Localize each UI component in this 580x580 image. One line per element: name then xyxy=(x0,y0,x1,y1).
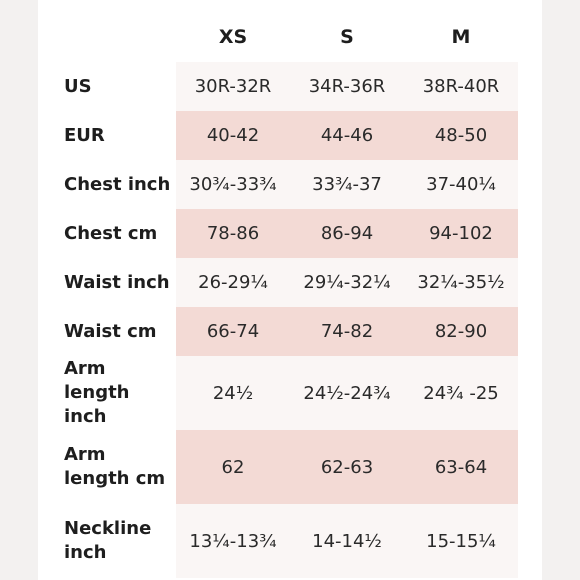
table-cell: 29¼-32¼ xyxy=(290,258,404,307)
table-cell: 30R-32R xyxy=(176,62,290,111)
table-cell: 82-90 xyxy=(404,307,518,356)
table-row-waist-cm: Waist cm 66-74 74-82 82-90 xyxy=(58,307,518,356)
size-header-s: S xyxy=(340,26,354,48)
table-cell: 74-82 xyxy=(290,307,404,356)
table-row-chest-inch: Chest inch 30¾-33¾ 33¾-37 37-40¼ xyxy=(58,160,518,209)
size-header-row: XS S M xyxy=(58,12,518,62)
table-cell: 40-42 xyxy=(176,111,290,160)
size-chart-table: XS S M US 30R-32R 34R-36R 38R-40R EUR 40… xyxy=(58,12,518,578)
table-row-arm-length-inch: Arm length inch 24½ 24½-24¾ 24¾ -25 xyxy=(58,356,518,430)
table-cell: 34R-36R xyxy=(290,62,404,111)
table-cell: 48-50 xyxy=(404,111,518,160)
table-row-eur: EUR 40-42 44-46 48-50 xyxy=(58,111,518,160)
size-chart-sheet: XS S M US 30R-32R 34R-36R 38R-40R EUR 40… xyxy=(38,0,542,580)
table-cell: 33¾-37 xyxy=(290,160,404,209)
row-label: Neckline inch xyxy=(58,504,176,578)
table-cell: 37-40¼ xyxy=(404,160,518,209)
table-cell: 24½-24¾ xyxy=(290,356,404,430)
table-row-us: US 30R-32R 34R-36R 38R-40R xyxy=(58,62,518,111)
row-label: Waist cm xyxy=(58,307,176,356)
table-cell: 78-86 xyxy=(176,209,290,258)
table-cell: 14-14½ xyxy=(290,504,404,578)
table-cell: 15-15¼ xyxy=(404,504,518,578)
table-cell: 86-94 xyxy=(290,209,404,258)
table-row-chest-cm: Chest cm 78-86 86-94 94-102 xyxy=(58,209,518,258)
table-cell: 62-63 xyxy=(290,430,404,504)
row-label: US xyxy=(58,62,176,111)
row-label: Chest cm xyxy=(58,209,176,258)
row-label: Arm length cm xyxy=(58,430,176,504)
row-label: Arm length inch xyxy=(58,356,176,430)
table-cell: 32¼-35½ xyxy=(404,258,518,307)
table-cell: 63-64 xyxy=(404,430,518,504)
table-cell: 24½ xyxy=(176,356,290,430)
row-label: Chest inch xyxy=(58,160,176,209)
size-header-xs: XS xyxy=(218,26,248,48)
table-cell: 13¼-13¾ xyxy=(176,504,290,578)
table-row-neckline-inch: Neckline inch 13¼-13¾ 14-14½ 15-15¼ xyxy=(58,504,518,578)
table-row-waist-inch: Waist inch 26-29¼ 29¼-32¼ 32¼-35½ xyxy=(58,258,518,307)
table-cell: 94-102 xyxy=(404,209,518,258)
size-header-m: M xyxy=(451,26,471,48)
table-cell: 26-29¼ xyxy=(176,258,290,307)
table-cell: 38R-40R xyxy=(404,62,518,111)
table-cell: 30¾-33¾ xyxy=(176,160,290,209)
row-label: Waist inch xyxy=(58,258,176,307)
header-corner xyxy=(58,12,176,62)
table-cell: 24¾ -25 xyxy=(404,356,518,430)
table-row-arm-length-cm: Arm length cm 62 62-63 63-64 xyxy=(58,430,518,504)
table-cell: 66-74 xyxy=(176,307,290,356)
table-cell: 62 xyxy=(176,430,290,504)
table-cell: 44-46 xyxy=(290,111,404,160)
row-label: EUR xyxy=(58,111,176,160)
